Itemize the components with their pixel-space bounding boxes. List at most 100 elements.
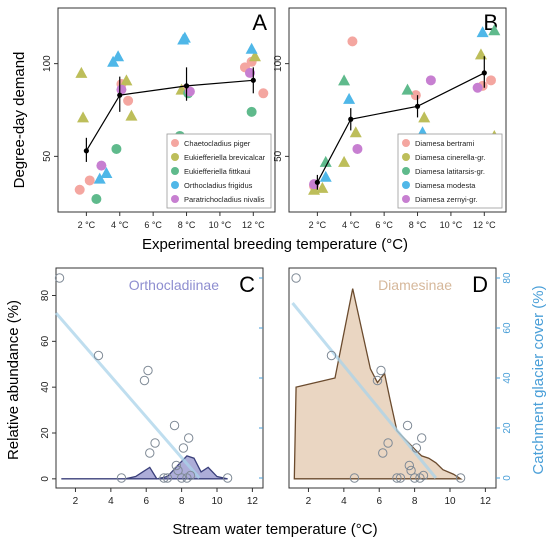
data-point [84, 175, 95, 186]
data-point [402, 420, 413, 431]
x-tick-label: 10 °C [209, 220, 232, 230]
data-point [116, 84, 127, 95]
mean-point [183, 83, 190, 89]
legend-label: Diamesa modesta [415, 181, 476, 190]
data-point [411, 443, 422, 453]
mean-point [117, 92, 123, 98]
top-y-axis-label: Degree-day demand [11, 52, 28, 189]
data-point [338, 74, 351, 86]
panel-label: D [472, 272, 488, 297]
legend-box [397, 133, 503, 209]
data-point [418, 470, 429, 481]
y-tick-label: 40 [40, 381, 51, 393]
abundance-area [293, 288, 463, 480]
data-point [395, 473, 406, 483]
data-point [245, 42, 258, 54]
mean-line [85, 79, 254, 152]
top-x-axis-label: Experimental breeding temperature (°C) [142, 236, 408, 253]
x-tick-label: 10 [211, 496, 223, 507]
right-y-tick-label: 0 [502, 475, 513, 481]
right-y-tick-label: 40 [502, 372, 513, 384]
data-point [246, 106, 257, 117]
right-y-tick-label: 60 [502, 322, 513, 334]
y-tick-label: 100 [273, 55, 284, 72]
panel-title: Diamesinae [378, 277, 452, 293]
y-tick-label: 20 [40, 427, 51, 439]
data-point [347, 36, 358, 47]
data-point [349, 126, 362, 138]
panel-label: A [252, 10, 267, 35]
data-point [316, 181, 329, 193]
x-tick-label: 2 [73, 496, 79, 507]
right-y-tick-label: 20 [502, 422, 513, 434]
abundance-area [61, 455, 228, 480]
data-point [404, 460, 415, 471]
x-tick-label: 2 [306, 496, 312, 507]
data-point [409, 473, 420, 483]
x-tick-label: 6 °C [144, 220, 162, 230]
right-y-tick-label: 80 [502, 272, 513, 284]
legend-label: Diamesa zernyi-gr. [415, 195, 478, 204]
legend-label: Diamesa bertrami [415, 139, 475, 148]
plot-frame [55, 267, 264, 489]
legend-marker [171, 167, 179, 175]
data-point [169, 420, 180, 431]
legend-marker [402, 153, 410, 161]
data-point [91, 194, 102, 205]
data-point [291, 273, 301, 283]
y-tick-label: 100 [42, 55, 53, 72]
data-point [472, 82, 483, 93]
data-point [392, 473, 402, 483]
legend-marker [171, 153, 179, 161]
bottom-y-axis-label-left: Relative abundance (%) [5, 300, 22, 460]
glacier-trend-line [54, 312, 201, 479]
data-point [418, 111, 431, 123]
data-point [406, 465, 416, 476]
x-tick-label: 4 °C [111, 220, 129, 230]
data-point [75, 66, 88, 78]
y-tick-label: 50 [42, 150, 53, 162]
legend-marker [171, 181, 179, 189]
data-point [455, 473, 466, 483]
legend-marker [402, 139, 410, 147]
data-point [383, 438, 393, 448]
x-tick-label: 12 °C [242, 220, 265, 230]
data-point [173, 465, 183, 476]
y-tick-label: 80 [40, 290, 51, 302]
panel-title: Orthocladiinae [129, 277, 219, 293]
data-point [319, 155, 332, 167]
data-point [319, 170, 332, 182]
panel-label: C [239, 272, 255, 297]
data-point [352, 143, 363, 154]
x-tick-label: 4 [341, 496, 347, 507]
data-point [100, 167, 113, 179]
y-tick-label: 60 [40, 335, 51, 347]
mean-point [481, 70, 487, 76]
data-point [96, 160, 107, 171]
x-tick-label: 6 [143, 496, 149, 507]
data-point [159, 473, 169, 483]
data-point [474, 48, 487, 60]
data-point [145, 448, 155, 458]
data-point [248, 50, 261, 62]
data-point [326, 350, 337, 361]
data-point [120, 74, 133, 86]
legend-marker [171, 195, 179, 203]
x-tick-label: 4 °C [342, 220, 360, 230]
plot-frame [57, 7, 276, 213]
data-point [338, 155, 351, 167]
x-tick-label: 4 [108, 496, 114, 507]
data-point [185, 470, 196, 481]
legend-label: Orthocladius frigidus [184, 181, 253, 190]
data-point [178, 31, 191, 43]
data-point [178, 443, 189, 453]
mean-point [414, 103, 421, 109]
legend-label: Diamesa cinerella-gr. [415, 153, 485, 162]
data-point [416, 433, 427, 443]
legend-marker [171, 139, 179, 147]
data-point [349, 473, 360, 483]
data-point [184, 86, 195, 97]
y-tick-label: 0 [40, 476, 51, 482]
data-point [171, 460, 182, 471]
legend-label: Eukiefferiella fittkaui [184, 167, 251, 176]
